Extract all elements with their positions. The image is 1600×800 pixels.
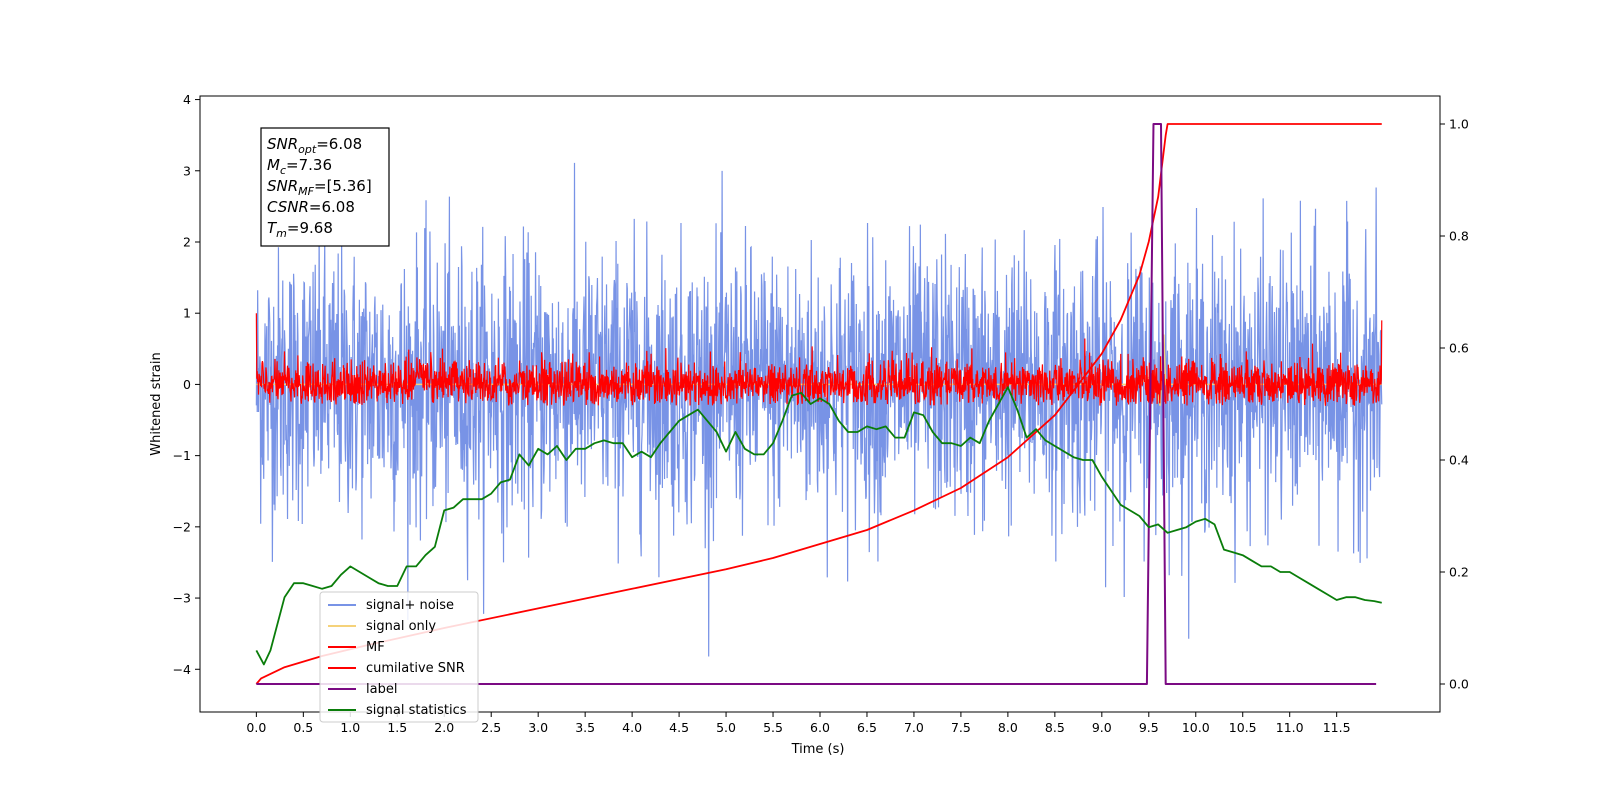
x-axis-label: Time (s) [791, 742, 845, 757]
x-tick-label: 0.5 [293, 720, 313, 735]
y2-tick-label: 1.0 [1449, 117, 1469, 132]
x-tick-label: 2.5 [481, 720, 501, 735]
x-tick-label: 1.0 [340, 720, 360, 735]
y-tick-label: −1 [173, 448, 191, 463]
info-tm: Tm=9.68 [267, 219, 333, 240]
y-tick-label: −4 [173, 662, 191, 677]
x-tick-label: 7.0 [904, 720, 924, 735]
y-tick-label: 1 [183, 306, 191, 321]
x-tick-label: 6.0 [810, 720, 830, 735]
x-tick-label: 4.5 [669, 720, 689, 735]
info-mc: Mc=7.36 [267, 156, 332, 177]
x-tick-label: 2.0 [434, 720, 454, 735]
y2-tick-label: 0.8 [1449, 229, 1469, 244]
x-tick-label: 6.5 [857, 720, 877, 735]
x-tick-label: 10.5 [1229, 720, 1257, 735]
info-snr-opt: SNRopt=6.08 [267, 135, 362, 156]
info-box-frame [260, 127, 390, 247]
x-tick-label: 8.0 [998, 720, 1018, 735]
legend-label-signal-statistics: signal statistics [366, 703, 467, 718]
series-label [256, 123, 1377, 685]
y2-tick-label: 0.6 [1449, 341, 1469, 356]
x-tick-label: 11.5 [1323, 720, 1351, 735]
x-tick-label: 8.5 [1045, 720, 1065, 735]
series-mf [255, 313, 1383, 406]
y-tick-label: −3 [173, 591, 191, 606]
y-tick-label: −2 [173, 519, 191, 534]
y2-tick-label: 0.0 [1449, 677, 1469, 692]
x-tick-label: 10.0 [1182, 720, 1210, 735]
info-csnr: CSNR=6.08 [267, 198, 355, 216]
x-tick-label: 1.5 [387, 720, 407, 735]
x-tick-label: 3.5 [575, 720, 595, 735]
legend-frame [319, 591, 479, 723]
y-tick-label: 3 [183, 163, 191, 178]
y-axis-right: 1.0 0.8 0.6 0.4 0.2 0.0 [1440, 117, 1469, 692]
x-axis: 0.0 0.5 1.0 1.5 2.0 2.5 3.0 3.5 4.0 4.5 5.0 5.5 6.0 6… [246, 712, 1351, 735]
x-tick-label: 7.5 [951, 720, 971, 735]
series-signal-statistics [255, 386, 1382, 666]
y2-tick-label: 0.2 [1449, 565, 1469, 580]
y-axis-left: 4 3 2 1 0 −1 −2 −3 −4 [173, 92, 200, 677]
y-tick-label: 0 [183, 377, 191, 392]
legend-label-label: label [366, 682, 397, 697]
x-tick-label: 11.0 [1276, 720, 1304, 735]
x-tick-label: 5.5 [763, 720, 783, 735]
y-tick-label: 2 [183, 234, 191, 249]
legend-label-signal-noise: signal+ noise [366, 598, 454, 613]
x-tick-label: 3.0 [528, 720, 548, 735]
y-tick-label: 4 [183, 92, 191, 107]
info-snr-mf: SNRMF=[5.36] [267, 177, 372, 198]
x-tick-label: 4.0 [622, 720, 642, 735]
y-axis-label: Whitened strain [149, 352, 164, 455]
legend-label-signal-only: signal only [366, 619, 436, 634]
legend-label-cumulative-snr: cumilative SNR [366, 661, 465, 676]
info-box: SNRopt=6.08 Mc=7.36 SNRMF=[5.36] CSNR=6.… [260, 127, 390, 247]
y2-tick-label: 0.4 [1449, 453, 1469, 468]
legend-label-mf: MF [366, 640, 385, 655]
legend: signal+ noise signal only MF cumilative … [319, 591, 479, 723]
x-tick-label: 9.0 [1092, 720, 1112, 735]
x-tick-label: 0.0 [246, 720, 266, 735]
x-tick-label: 9.5 [1139, 720, 1159, 735]
x-tick-label: 5.0 [716, 720, 736, 735]
